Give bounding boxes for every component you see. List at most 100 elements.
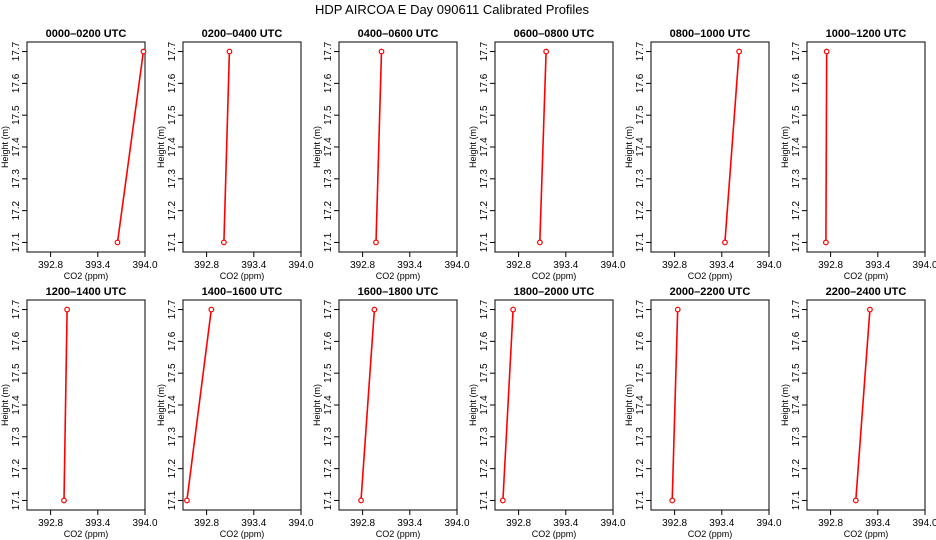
y-tick-label: 17.7 [635, 41, 646, 61]
profile-line [539, 51, 547, 243]
panel-title: 0200–0400 UTC [202, 28, 283, 40]
y-axis-label: Height (m) [468, 384, 478, 426]
profile-point [358, 497, 364, 504]
y-tick-label: 17.5 [479, 105, 490, 125]
x-tick-label: 393.4 [709, 518, 734, 529]
y-axis-label: Height (m) [156, 384, 166, 426]
profile-line [671, 309, 679, 501]
y-axis-label: Height (m) [312, 384, 322, 426]
profile-panel: 0600–0800 UTC 392.8 393.4 394.0 17.1 17.2 17.3… [468, 28, 626, 281]
y-tick-label: 17.6 [167, 331, 178, 351]
x-axis-label: CO2 (ppm) [532, 529, 577, 539]
x-tick-label: 393.4 [553, 518, 578, 529]
panel-title: 1400–1600 UTC [202, 286, 283, 298]
y-axis-label: Height (m) [468, 126, 478, 168]
y-axis-label: Height (m) [0, 126, 10, 168]
x-axis-label: CO2 (ppm) [220, 271, 265, 281]
x-tick-label: 393.4 [85, 518, 110, 529]
y-tick-label: 17.1 [11, 490, 22, 510]
x-tick-label: 394.0 [132, 518, 157, 529]
y-tick-label: 17.4 [167, 395, 178, 415]
y-tick-label: 17.4 [11, 395, 22, 415]
x-tick-label: 392.8 [350, 260, 375, 271]
profile-panel: 0400–0600 UTC 392.8 393.4 394.0 17.1 17.2 17.3… [312, 28, 470, 281]
y-tick-label: 17.6 [167, 73, 178, 93]
x-tick-label: 394.0 [132, 260, 157, 271]
y-tick-label: 17.1 [167, 232, 178, 252]
plot-frame [338, 299, 458, 511]
y-axis-label: Height (m) [780, 384, 790, 426]
y-tick-label: 17.3 [479, 427, 490, 447]
y-tick-label: 17.6 [11, 73, 22, 93]
y-tick-label: 17.7 [11, 41, 22, 61]
y-tick-label: 17.3 [635, 169, 646, 189]
y-tick-label: 17.2 [11, 458, 22, 478]
y-tick-label: 17.5 [167, 363, 178, 383]
panel-title: 1200–1400 UTC [46, 286, 127, 298]
x-tick-label: 394.0 [600, 518, 625, 529]
x-tick-label: 394.0 [288, 260, 313, 271]
profile-point [499, 497, 506, 504]
plot-frame [650, 299, 770, 511]
y-tick-label: 17.2 [167, 200, 178, 220]
profile-panel: 1600–1800 UTC 392.8 393.4 394.0 17.1 17.2 17.3… [312, 286, 470, 539]
y-tick-label: 17.3 [791, 427, 802, 447]
profile-point [371, 306, 378, 313]
profile-point [114, 239, 121, 246]
profile-point [822, 239, 829, 246]
y-tick-label: 17.2 [791, 458, 802, 478]
x-tick-label: 394.0 [600, 260, 625, 271]
panel-title: 0600–0800 UTC [514, 28, 595, 40]
x-axis-label: CO2 (ppm) [64, 271, 109, 281]
plot-frame [338, 41, 458, 253]
y-axis-label: Height (m) [156, 126, 166, 168]
y-tick-label: 17.4 [635, 137, 646, 157]
x-axis-label: CO2 (ppm) [844, 271, 889, 281]
x-axis-label: CO2 (ppm) [688, 271, 733, 281]
panel-title: 1000–1200 UTC [826, 28, 907, 40]
profile-line [375, 51, 383, 243]
y-axis-label: Height (m) [312, 126, 322, 168]
x-tick-label: 393.4 [865, 260, 890, 271]
x-tick-label: 392.8 [194, 260, 219, 271]
profile-point [867, 306, 873, 313]
x-tick-label: 394.0 [444, 518, 469, 529]
profile-point [221, 239, 227, 246]
y-tick-label: 17.7 [167, 41, 178, 61]
y-tick-label: 17.7 [323, 41, 334, 61]
plot-frame [182, 41, 302, 253]
y-tick-label: 17.1 [323, 490, 334, 510]
plot-frame [494, 41, 614, 253]
plot-frame [650, 41, 770, 253]
profile-point [61, 497, 67, 504]
profile-point [736, 48, 743, 55]
figure-title: HDP AIRCOA E Day 090611 Calibrated Profi… [315, 2, 590, 17]
y-tick-label: 17.4 [791, 137, 802, 157]
y-axis-label: Height (m) [624, 126, 634, 168]
y-tick-label: 17.2 [791, 200, 802, 220]
y-tick-label: 17.7 [791, 41, 802, 61]
y-tick-label: 17.2 [11, 200, 22, 220]
x-tick-label: 392.8 [662, 260, 687, 271]
y-tick-label: 17.2 [323, 200, 334, 220]
y-tick-label: 17.1 [167, 490, 178, 510]
x-tick-label: 394.0 [756, 518, 781, 529]
profile-point [373, 239, 379, 246]
panel-title: 0000–0200 UTC [46, 28, 127, 40]
y-tick-label: 17.3 [167, 427, 178, 447]
y-tick-label: 17.4 [479, 137, 490, 157]
profile-line [63, 309, 68, 501]
panel-title: 0800–1000 UTC [670, 28, 751, 40]
y-tick-label: 17.2 [479, 200, 490, 220]
x-axis-label: CO2 (ppm) [64, 529, 109, 539]
x-tick-label: 392.8 [38, 518, 63, 529]
profile-point [852, 497, 859, 504]
x-tick-label: 393.4 [709, 260, 734, 271]
y-tick-label: 17.3 [11, 169, 22, 189]
x-axis-label: CO2 (ppm) [220, 529, 265, 539]
y-tick-label: 17.7 [791, 299, 802, 319]
y-tick-label: 17.1 [635, 232, 646, 252]
y-tick-label: 17.4 [635, 395, 646, 415]
plot-frame [182, 299, 302, 511]
